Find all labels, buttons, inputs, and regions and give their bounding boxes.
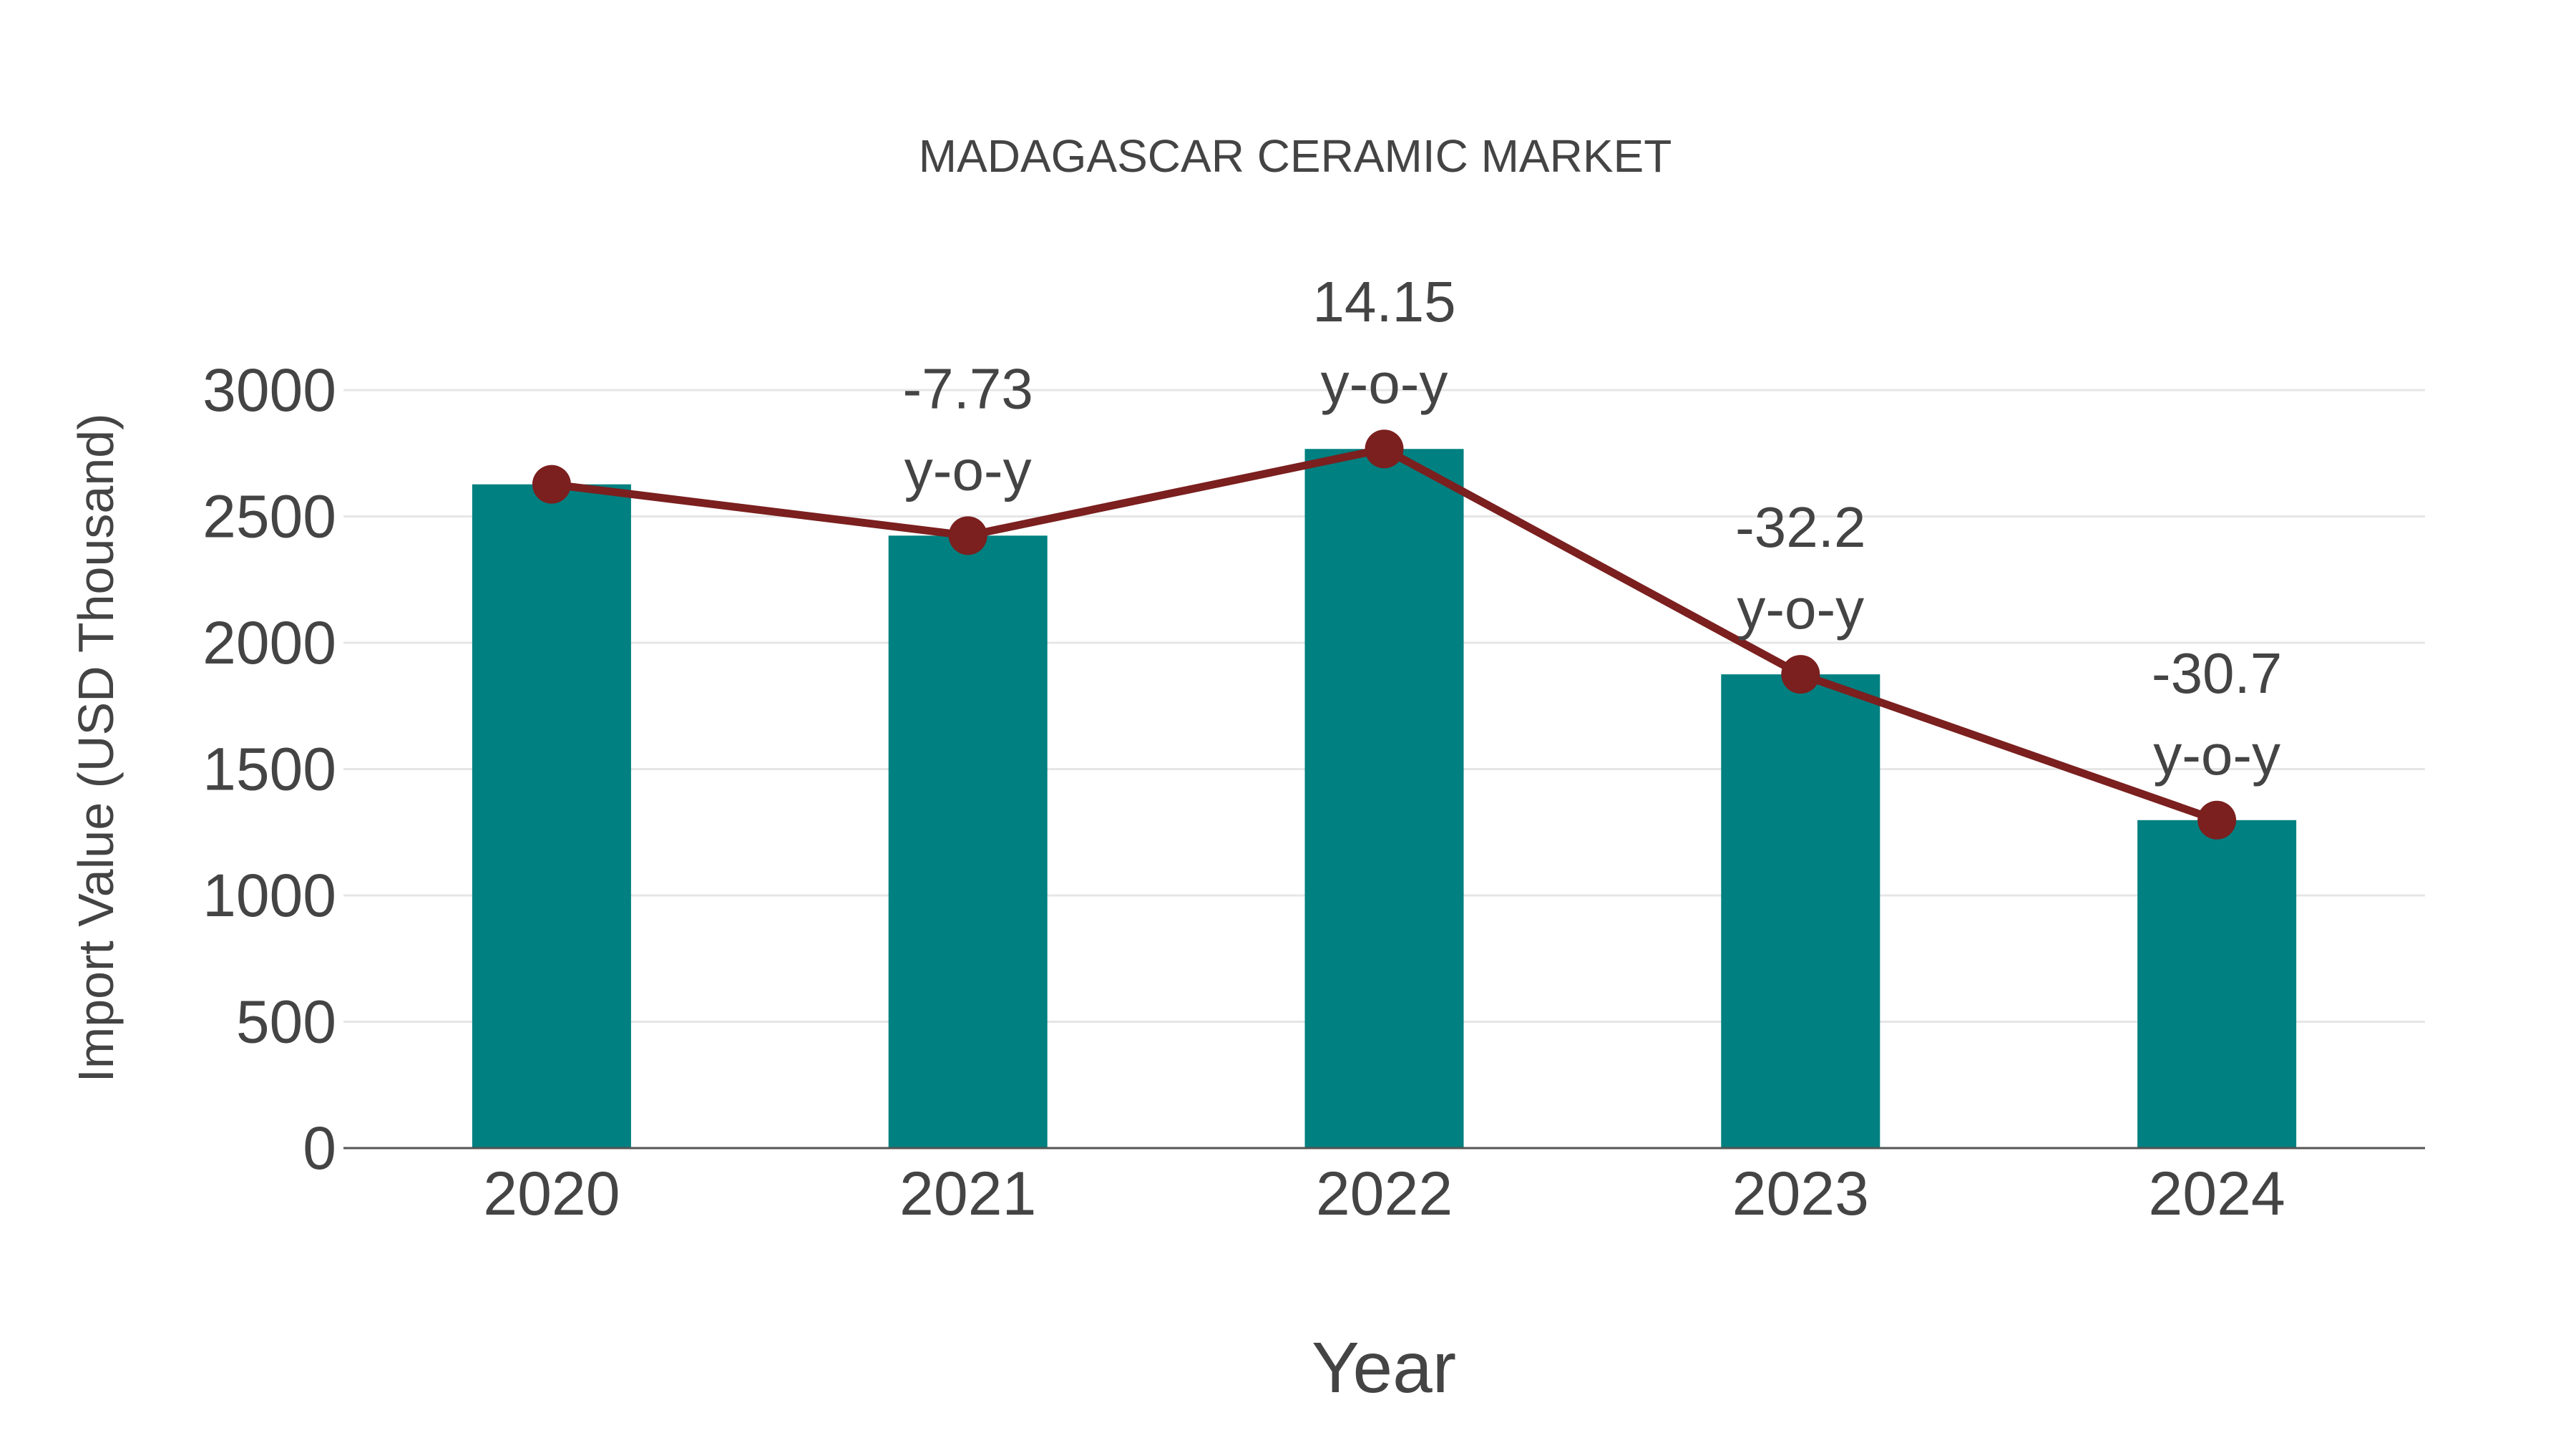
bar-2020 xyxy=(472,484,631,1148)
data-point-marker xyxy=(1365,429,1404,469)
y-tick-label: 500 xyxy=(236,988,336,1056)
y-tick-label: 2000 xyxy=(203,609,336,676)
x-axis-title: Year xyxy=(1312,1328,1456,1408)
yoy-value: -7.73 xyxy=(903,356,1033,420)
y-axis-title: Import Value (USD Thousand) xyxy=(68,413,124,1082)
bar-series xyxy=(472,449,2297,1148)
y-tick-label: 1000 xyxy=(203,862,336,929)
y-tick-label: 1500 xyxy=(203,736,336,803)
x-tick-label: 2020 xyxy=(483,1160,620,1228)
x-axis-ticks: 2020 2021 2022 2023 2024 xyxy=(483,1160,2285,1228)
yoy-suffix: y-o-y xyxy=(1321,351,1448,415)
yoy-value: 14.15 xyxy=(1312,270,1455,334)
x-tick-label: 2023 xyxy=(1732,1160,1869,1228)
y-axis-ticks: 0 500 1000 1500 2000 2500 3000 xyxy=(203,356,336,1182)
bar-2024 xyxy=(2137,820,2297,1148)
chart-title: MADAGASCAR CERAMIC MARKET xyxy=(919,130,1672,182)
y-tick-label: 0 xyxy=(303,1114,336,1182)
yoy-annotation: -30.7 y-o-y xyxy=(2152,641,2282,787)
x-tick-label: 2022 xyxy=(1316,1160,1453,1228)
data-point-marker xyxy=(1781,655,1820,694)
bar-2021 xyxy=(888,535,1048,1148)
x-tick-label: 2021 xyxy=(899,1160,1036,1228)
yoy-annotation: -32.2 y-o-y xyxy=(1735,495,1865,641)
line-series xyxy=(532,429,2237,840)
y-tick-label: 2500 xyxy=(203,483,336,550)
data-point-marker xyxy=(2197,800,2237,840)
yoy-annotation: -7.73 y-o-y xyxy=(903,356,1033,502)
y-tick-label: 3000 xyxy=(203,356,336,424)
data-point-marker xyxy=(948,516,987,555)
bar-2023 xyxy=(1721,674,1880,1148)
bar-2022 xyxy=(1304,449,1464,1148)
yoy-annotation: 14.15 y-o-y xyxy=(1312,270,1455,415)
yoy-annotations: -7.73 y-o-y 14.15 y-o-y -32.2 y-o-y -30.7 y-o-y xyxy=(903,270,2283,787)
data-point-marker xyxy=(532,465,571,504)
x-tick-label: 2024 xyxy=(2148,1160,2285,1228)
yoy-suffix: y-o-y xyxy=(2153,723,2280,787)
yoy-value: -30.7 xyxy=(2152,641,2282,705)
yoy-suffix: y-o-y xyxy=(904,438,1032,502)
yoy-value: -32.2 xyxy=(1735,495,1865,559)
yoy-suffix: y-o-y xyxy=(1737,577,1864,641)
